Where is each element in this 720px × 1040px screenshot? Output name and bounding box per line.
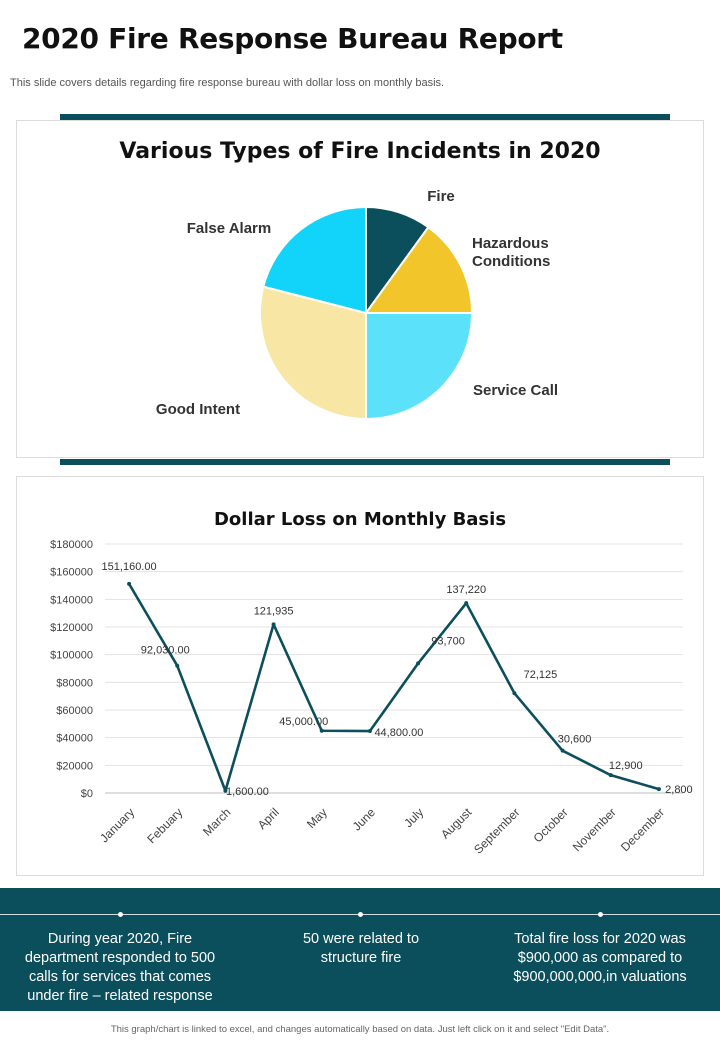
y-tick-label: $0 [81,788,93,800]
data-point-october[interactable] [560,748,565,753]
data-label-july: 93,700 [431,635,465,647]
x-tick-label-september: September [471,805,522,856]
data-point-april[interactable] [271,622,276,627]
x-tick-label-march: March [200,805,233,838]
y-tick-label: $140000 [50,594,93,606]
data-point-march[interactable] [223,788,228,793]
x-tick-label-august: August [438,805,475,842]
pie-label-false-alarm: False Alarm [187,220,272,237]
x-tick-label-december: December [618,805,667,854]
x-tick-label-july: July [401,805,426,830]
x-tick-label-june: June [350,805,379,834]
y-tick-label: $120000 [50,622,93,634]
data-point-august[interactable] [464,601,469,606]
data-label-september: 72,125 [524,669,558,681]
data-point-january[interactable] [127,581,132,586]
data-label-november: 12,900 [609,760,643,772]
data-label-august: 137,220 [446,584,486,596]
pie-bottom-accent-bar [60,459,670,465]
pie-label-hazardous-conditions: Conditions [472,253,550,270]
y-tick-label: $180000 [50,539,93,551]
data-point-may[interactable] [319,728,324,733]
pie-label-fire: Fire [427,188,455,205]
line-chart[interactable]: $0 $20000 $40000 $60000 $80000 $100000 $120000… [17,477,703,875]
pie-label-good-intent: Good Intent [156,401,240,418]
data-point-september[interactable] [512,691,517,696]
page-subtitle: This slide covers details regarding fire… [10,77,445,89]
x-tick-label-febuary: Febuary [144,805,185,846]
data-point-febuary[interactable] [175,663,180,668]
pie-slice-service-call[interactable] [365,312,474,421]
pie-slice-hazardous-conditions[interactable] [364,225,474,314]
data-point-december[interactable] [656,787,661,792]
pie-chart-panel[interactable]: Various Types of Fire Incidents in 2020 … [16,120,704,458]
data-label-june: 44,800.00 [374,727,423,739]
pie-top-accent-bar [60,114,670,120]
x-tick-label-january: January [97,805,137,845]
timeline-dot [358,912,363,917]
data-label-october: 30,600 [558,734,592,746]
summary-fact-structure: 50 were related to structure fire [302,931,420,966]
footnote: This graph/chart is linked to excel, and… [110,1024,610,1035]
pie-label-service-call: Service Call [473,382,558,399]
page-title: 2020 Fire Response Bureau Report [22,22,563,55]
pie-chart-title: Various Types of Fire Incidents in 2020 [119,139,601,164]
data-label-december: 2,800 [665,784,693,796]
data-label-may: 45,000.00 [279,716,328,728]
data-label-april: 121,935 [254,605,294,617]
summary-band [0,888,720,1011]
summary-fact-loss: Total fire loss for 2020 was $900,000 as… [513,931,687,985]
pie-label-hazardous-conditions: Hazardous [472,235,549,252]
pie-slice-false-alarm[interactable] [262,205,367,315]
x-tick-label-may: May [304,805,330,831]
data-point-november[interactable] [608,773,613,778]
line-chart-panel[interactable]: Dollar Loss on Monthly Basis $0 $20000 $40… [16,476,704,876]
data-label-febuary: 92,030.00 [141,645,190,657]
data-point-june[interactable] [367,729,372,734]
data-label-march: 1,600.00 [226,786,269,798]
y-tick-label: $20000 [56,760,93,772]
line-chart-title: Dollar Loss on Monthly Basis [213,509,507,530]
y-tick-label: $40000 [56,733,93,745]
y-tick-label: $160000 [50,567,93,579]
pie-slice-good-intent[interactable] [259,285,367,421]
data-point-july[interactable] [416,661,421,666]
dollar-loss-line[interactable] [127,583,660,793]
x-tick-label-april: April [255,805,282,832]
y-tick-label: $60000 [56,705,93,717]
summary-fact-calls: During year 2020, Fire department respon… [24,931,216,1004]
timeline-dot [118,912,123,917]
x-tick-label-november: November [570,805,619,854]
y-tick-label: $80000 [56,677,93,689]
timeline-dot [598,912,603,917]
y-tick-label: $100000 [50,650,93,662]
data-label-january: 151,160.00 [102,561,157,573]
x-tick-label-october: October [531,805,571,845]
